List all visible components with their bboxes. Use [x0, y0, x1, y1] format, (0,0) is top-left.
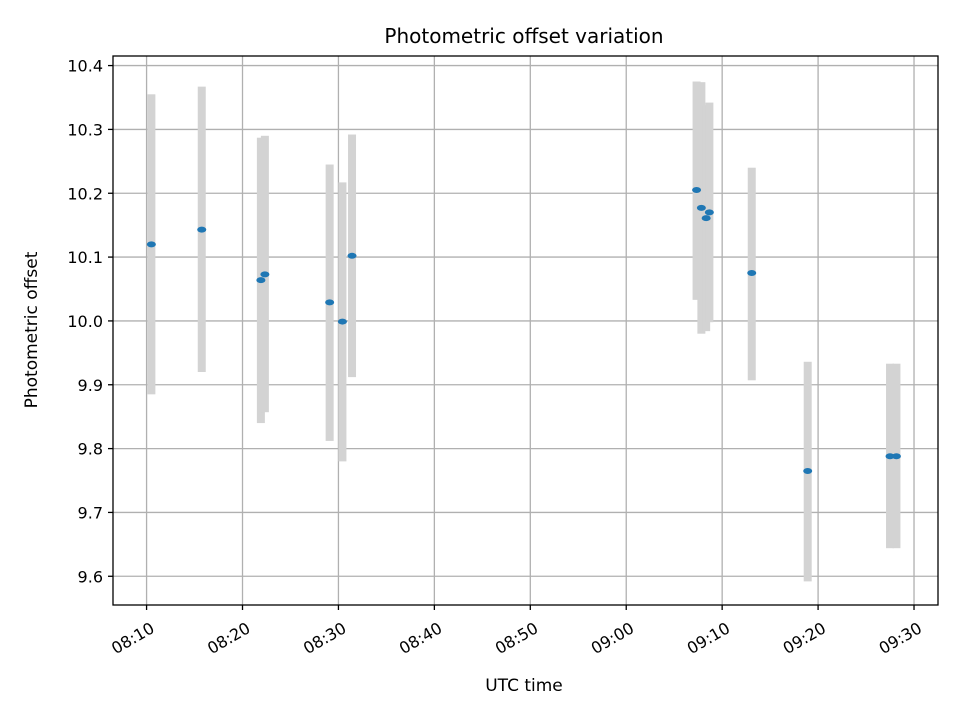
y-tick-label: 10.0 [67, 312, 103, 331]
y-tick-label: 9.9 [78, 376, 103, 395]
y-tick-label: 10.2 [67, 184, 103, 203]
data-point [337, 318, 347, 325]
data-point [692, 187, 702, 194]
data-point [803, 467, 813, 474]
y-tick-label: 9.8 [78, 440, 103, 459]
data-point [325, 299, 335, 306]
chart-title: Photometric offset variation [384, 24, 663, 48]
data-point [256, 277, 266, 284]
plot-frame [112, 55, 939, 606]
data-point [891, 453, 901, 460]
y-tick-label: 10.3 [67, 120, 103, 139]
data-point [146, 241, 156, 248]
y-tick-label: 10.1 [67, 248, 103, 267]
data-points [146, 187, 901, 474]
data-point [704, 209, 714, 216]
y-tick-label: 9.7 [78, 503, 103, 522]
grid [113, 56, 938, 605]
data-point [197, 226, 207, 233]
data-point [696, 204, 706, 211]
x-axis-label: UTC time [485, 676, 563, 696]
y-tick-label: 10.4 [67, 57, 103, 76]
data-point [701, 215, 711, 222]
y-tick-label: 9.6 [78, 567, 103, 586]
data-point [260, 271, 270, 278]
data-point [347, 252, 357, 259]
y-axis-label: Photometric offset [22, 251, 42, 408]
data-point [747, 270, 757, 277]
data-point [885, 453, 895, 460]
